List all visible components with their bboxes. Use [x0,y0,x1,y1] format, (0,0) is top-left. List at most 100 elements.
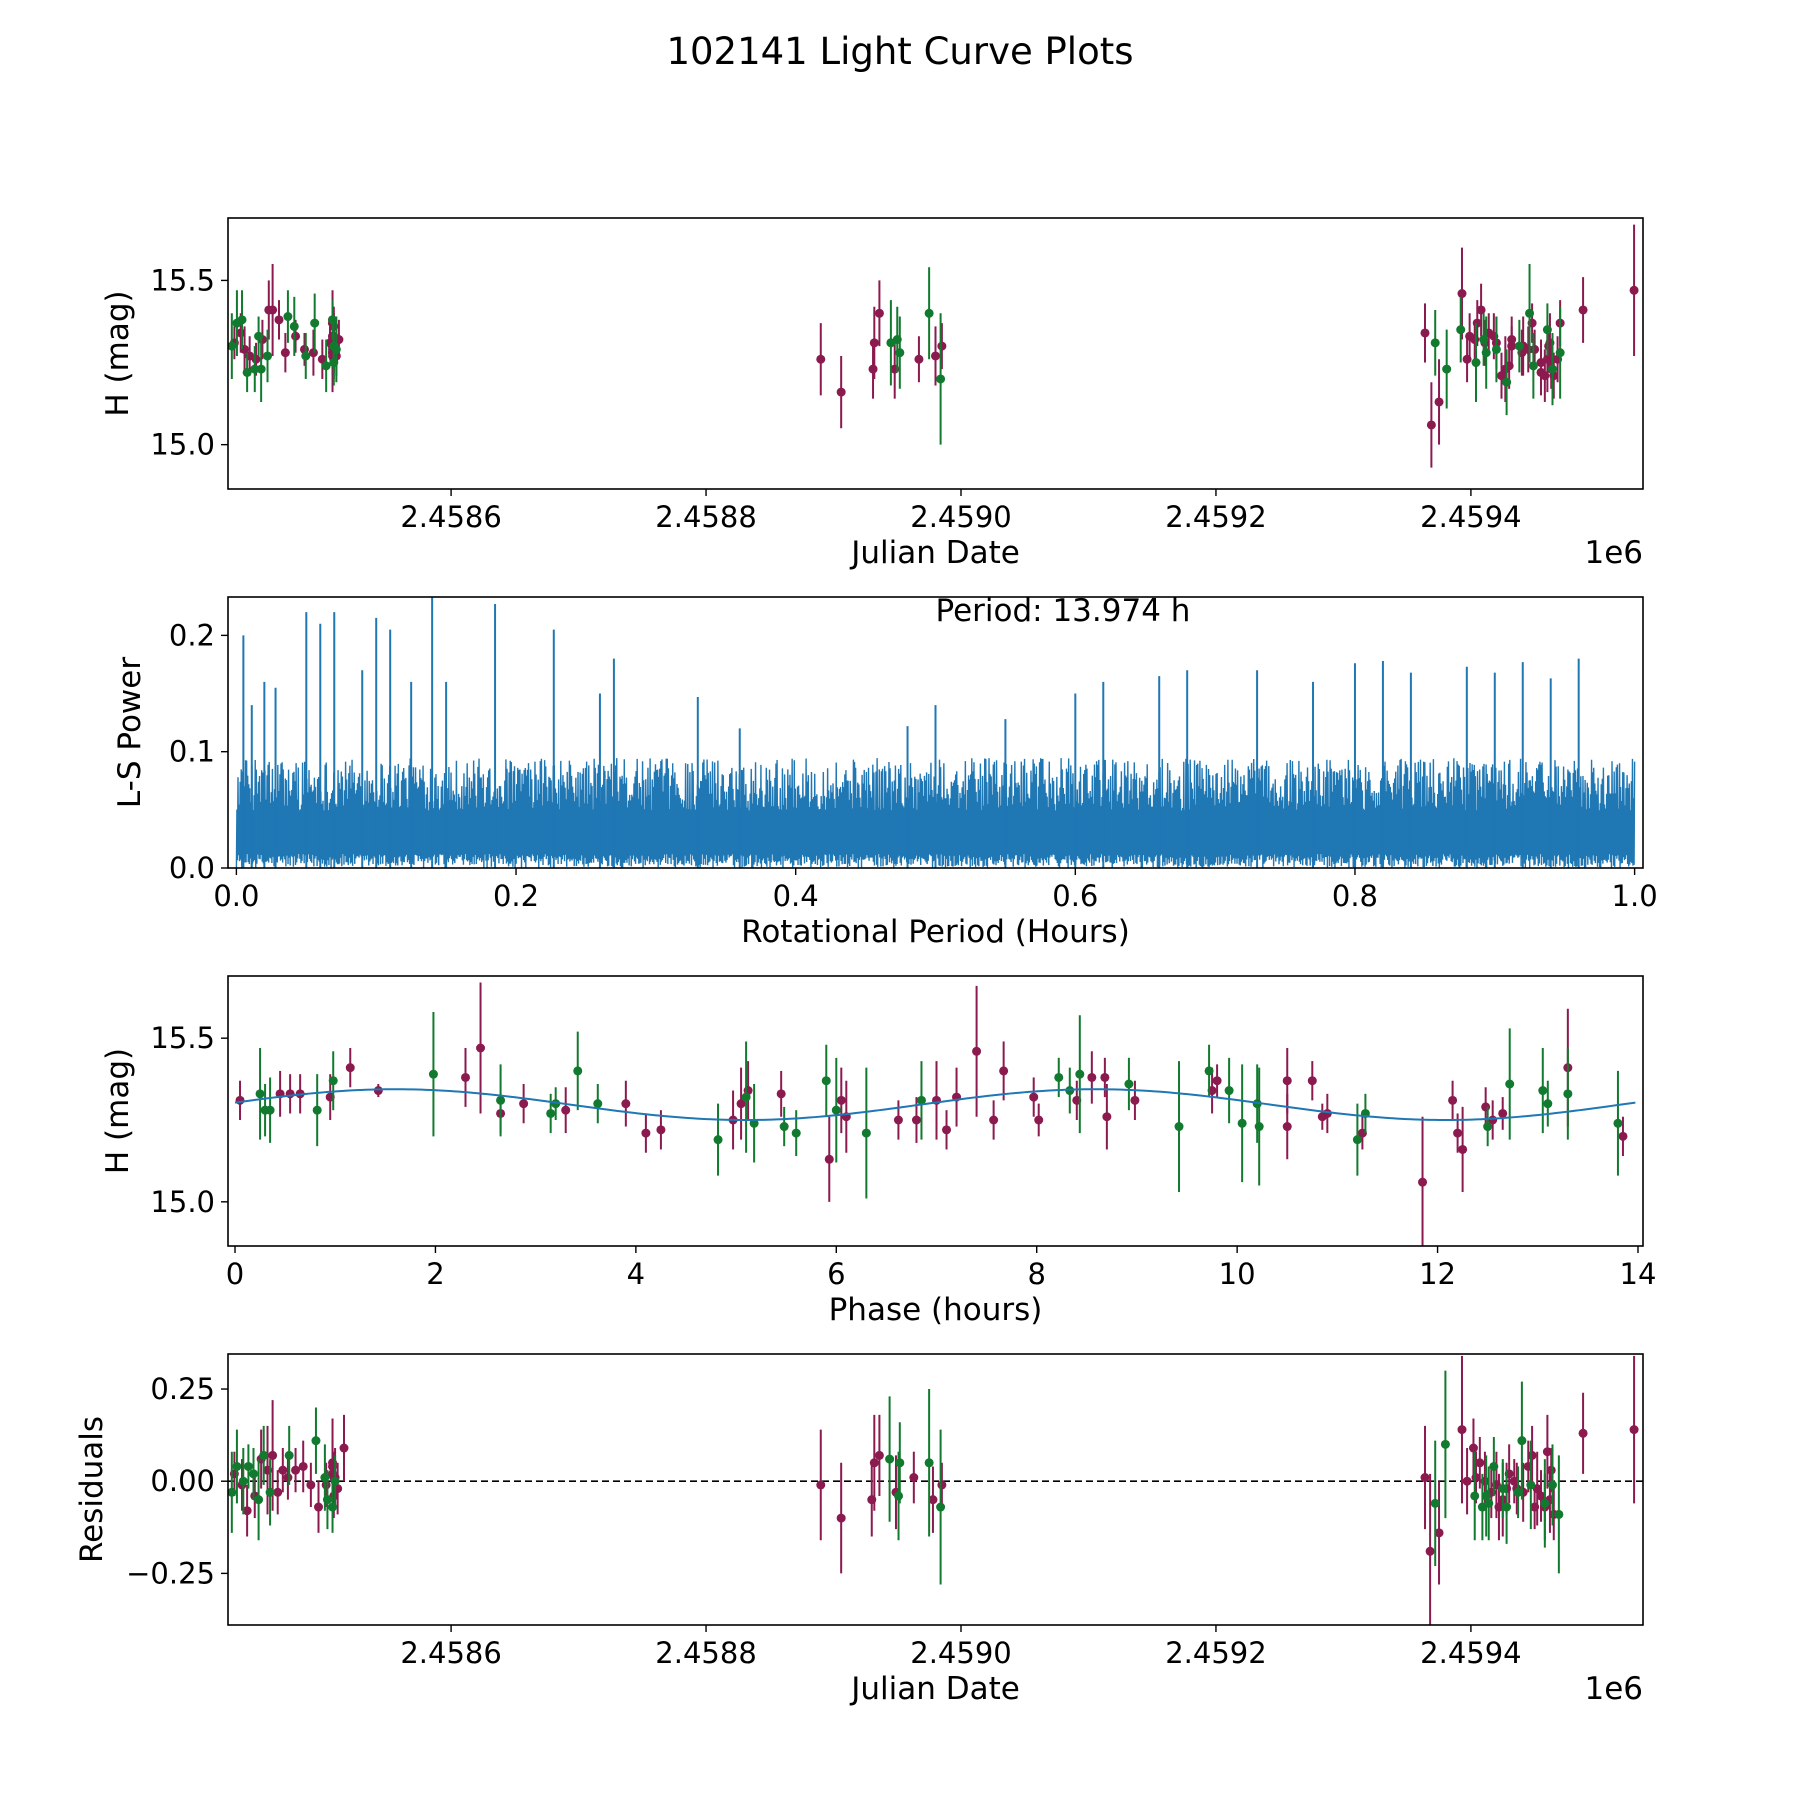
x-tick-label: 2.4592 [1165,1636,1266,1670]
data-point-r [461,1072,471,1082]
x-tick-label: 6 [827,1257,845,1291]
x-axis-label: Julian Date [849,1671,1020,1707]
data-point-r [306,1480,316,1490]
data-point-g [573,1066,583,1076]
data-point-r [909,1473,919,1483]
data-point-r [235,1095,245,1105]
data-point-r [874,1450,884,1460]
data-point-g [1505,1079,1515,1089]
data-point-r [1425,1546,1435,1556]
data-point-g [924,308,934,318]
data-point-g [283,312,293,322]
data-point-g [1075,1069,1085,1079]
data-point-r [339,1443,349,1453]
x-tick-label: 2.4590 [910,500,1011,534]
data-point-r [1087,1072,1097,1082]
data-point-g [255,1089,265,1099]
data-point-g [330,1476,340,1486]
model-curve [234,1088,1636,1122]
data-point-r [914,354,924,364]
data-point-g [593,1099,603,1109]
x-tick-label: 2.4586 [400,500,501,534]
panel3-chart: 0 2 4 6 8 10 12 14 15.0 15.5 Phase (hours) H (mag) [100,975,1657,1328]
x-offset-label: 1e6 [1584,1671,1643,1707]
data-point-r [1457,289,1467,299]
data-point-g [265,1105,275,1115]
data-point-g [924,1458,934,1468]
data-point-g [1517,1436,1527,1446]
data-point-r [1420,328,1430,338]
data-point-r [928,1495,938,1505]
data-point-g [1430,338,1440,348]
x-tick-label: 0 [226,1257,244,1291]
data-point-r [1307,1076,1317,1086]
data-point-r [824,1154,834,1164]
data-point-r [298,1461,308,1471]
data-point-r [1426,420,1436,430]
y-tick-label: 15.5 [150,1021,215,1055]
data-point-r [1462,1476,1472,1486]
y-tick-label: 0.2 [169,618,215,652]
data-point-r [1457,1425,1467,1435]
data-point-g [1430,1498,1440,1508]
data-point-g [496,1095,506,1105]
data-point-r [656,1125,666,1135]
data-point-r [1034,1115,1044,1125]
data-point-g [831,1105,841,1115]
data-point-r [1468,1443,1478,1453]
data-point-g [312,1105,322,1115]
data-point-r [1578,305,1588,315]
data-point-g [310,318,320,328]
data-point-r [519,1099,529,1109]
data-point-r [836,1095,846,1105]
x-tick-label: 2.4594 [1420,500,1521,534]
data-point-g [1540,1498,1550,1508]
data-point-g [256,364,266,374]
data-point-g [322,1495,332,1505]
data-point-g [885,1454,895,1464]
data-point-g [1563,1089,1573,1099]
data-point-g [1237,1118,1247,1128]
data-point-g [821,1076,831,1086]
data-point-r [999,1066,1009,1076]
data-point-g [892,335,902,345]
data-point-g [1442,364,1452,374]
data-point-g [1174,1122,1184,1132]
data-point-g [894,1491,904,1501]
panel4-plot-area [228,1355,1643,1625]
data-point-g [779,1122,789,1132]
data-point-r [937,1480,947,1490]
data-point-g [1554,1509,1564,1519]
x-tick-label: 0.4 [773,879,819,913]
x-axis-label: Phase (hours) [829,1292,1043,1328]
data-point-r [1476,305,1486,315]
data-point-r [868,364,878,374]
y-tick-label: 0.1 [169,735,215,769]
data-point-g [1513,1487,1523,1497]
data-point-g [741,1092,751,1102]
data-point-g [895,1458,905,1468]
panel2-axes-frame [227,596,1644,869]
x-tick-label: 14 [1620,1257,1657,1291]
data-point-r [1418,1177,1428,1187]
data-point-r [1618,1131,1628,1141]
data-point-r [274,315,284,325]
data-point-r [836,1513,846,1523]
data-point-g [259,1450,269,1460]
data-point-g [243,1461,253,1471]
panel3-plot-area [234,982,1636,1246]
data-point-r [373,1086,383,1096]
data-point-r [1282,1122,1292,1132]
data-point-r [1509,1476,1519,1486]
data-point-g [237,315,247,325]
data-point-r [1498,1108,1508,1118]
data-point-g [301,351,311,361]
data-point-g [263,351,273,361]
data-point-g [289,321,299,331]
data-point-r [1629,1425,1639,1435]
x-tick-label: 2.4588 [655,500,756,534]
data-point-g [1613,1118,1623,1128]
y-axis-label: Residuals [74,1416,110,1563]
data-point-g [1224,1086,1234,1096]
